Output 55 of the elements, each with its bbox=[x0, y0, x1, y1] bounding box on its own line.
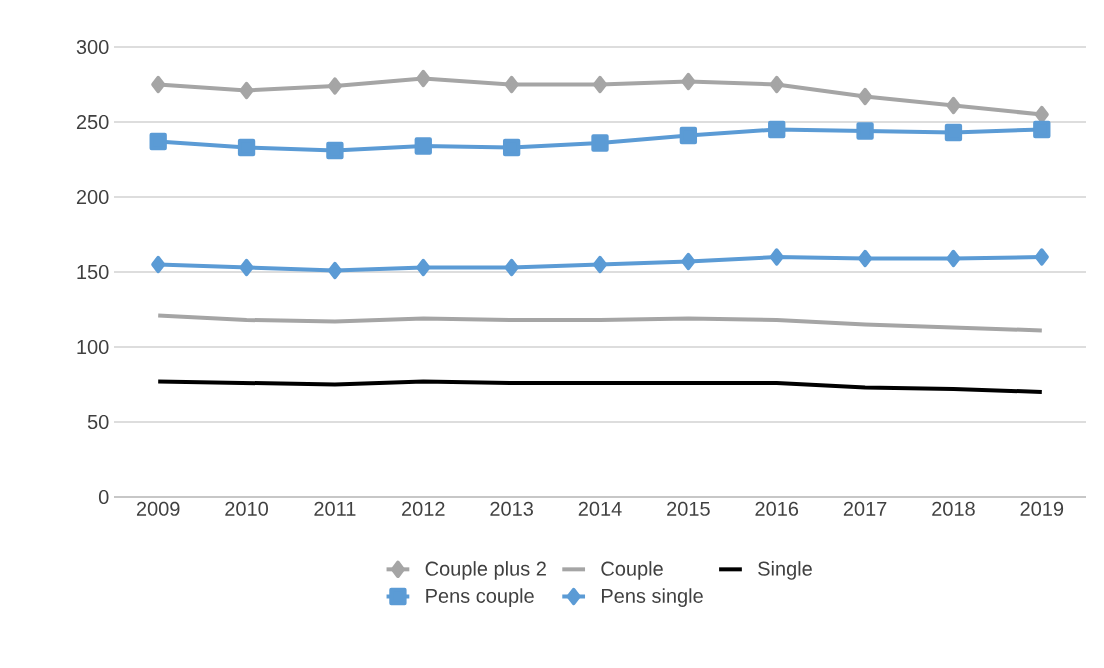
point bbox=[769, 75, 784, 94]
x-tick-label: 2011 bbox=[314, 501, 356, 516]
y-tick-label: 150 bbox=[77, 264, 109, 280]
point bbox=[944, 123, 963, 142]
point bbox=[681, 72, 696, 91]
point bbox=[681, 252, 696, 271]
point bbox=[504, 258, 519, 277]
y-tick-label: 200 bbox=[76, 189, 109, 205]
x-tick-label: 2019 bbox=[1020, 501, 1064, 516]
x-tick-label: 2012 bbox=[402, 501, 445, 516]
point bbox=[946, 96, 961, 115]
x-tick-label: 2010 bbox=[225, 501, 268, 516]
legend-label: Couple plus 2 bbox=[425, 561, 546, 580]
y-tick-label: 250 bbox=[76, 114, 109, 130]
point bbox=[416, 258, 431, 277]
point bbox=[239, 258, 254, 277]
x-tick-label: 2017 bbox=[843, 501, 887, 516]
y-tick-label: 0 bbox=[98, 489, 109, 505]
point bbox=[502, 138, 521, 157]
x-tick-label: 2018 bbox=[932, 501, 975, 516]
point bbox=[237, 138, 256, 157]
point bbox=[591, 134, 609, 152]
point bbox=[414, 137, 432, 155]
legend-label: Couple bbox=[601, 561, 663, 580]
x-tick-label: 2013 bbox=[490, 501, 533, 516]
point bbox=[151, 75, 166, 94]
legend-label: Pens single bbox=[602, 588, 703, 607]
y-tick-label: 50 bbox=[87, 414, 109, 430]
x-tick-label: 2009 bbox=[136, 501, 180, 516]
point bbox=[946, 249, 961, 268]
y-tick-label: 100 bbox=[77, 339, 109, 355]
point bbox=[1033, 120, 1051, 139]
point bbox=[239, 81, 254, 100]
legend-label: Single bbox=[758, 561, 812, 580]
y-tick-label: 300 bbox=[76, 39, 109, 55]
point bbox=[856, 122, 874, 140]
point bbox=[504, 75, 519, 94]
x-tick-label: 2014 bbox=[578, 501, 622, 516]
x-tick-label: 2016 bbox=[755, 501, 799, 516]
point bbox=[769, 248, 784, 266]
point bbox=[327, 261, 342, 280]
point bbox=[593, 255, 607, 274]
point bbox=[327, 77, 342, 95]
point bbox=[593, 75, 607, 94]
x-tick-label: 2015 bbox=[667, 501, 710, 516]
legend-label: Pens couple bbox=[426, 588, 534, 607]
point bbox=[679, 126, 698, 145]
point bbox=[151, 255, 166, 274]
point bbox=[768, 120, 786, 139]
point bbox=[858, 249, 873, 268]
point bbox=[326, 141, 344, 160]
point bbox=[416, 69, 431, 88]
point bbox=[1034, 248, 1049, 266]
point bbox=[858, 87, 873, 106]
point bbox=[149, 132, 167, 151]
